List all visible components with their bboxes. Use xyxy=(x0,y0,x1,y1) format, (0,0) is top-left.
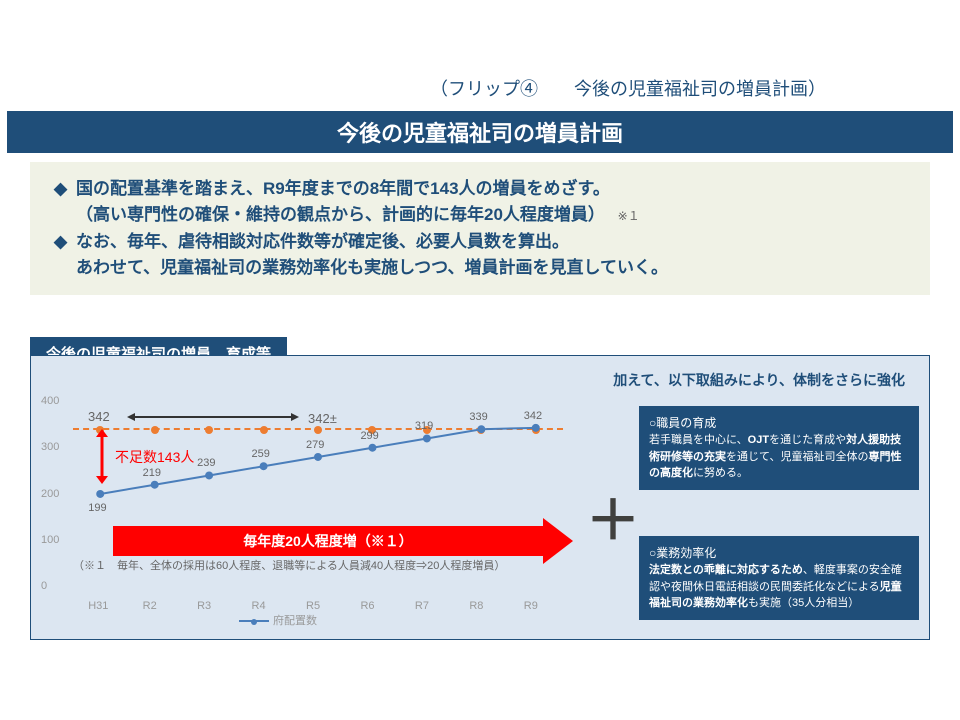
red-arrow: 毎年度20人程度増（※１） xyxy=(113,526,573,556)
y-tick-label: 300 xyxy=(41,441,59,453)
value-label: 342 xyxy=(524,410,542,422)
value-label: 219 xyxy=(143,467,161,479)
summary-line-1: 国の配置基準を踏まえ、R9年度までの8年間で143人の増員をめざす。 xyxy=(76,179,610,198)
value-label: 259 xyxy=(252,448,270,460)
summary-box: 国の配置基準を踏まえ、R9年度までの8年間で143人の増員をめざす。 （高い専門… xyxy=(30,162,930,295)
plus-icon: ＋ xyxy=(586,476,640,555)
value-label: 319 xyxy=(415,420,433,432)
chart-area: 0100200300400 H31R2R3R4R5R6R7R8R9 342 34… xyxy=(39,401,579,631)
plot: 342 342± 199219239259279299319339342 不足数… xyxy=(73,401,563,586)
y-tick-label: 400 xyxy=(41,395,59,407)
x-tick-label: R6 xyxy=(360,600,374,612)
panel-subtitle: 加えて、以下取組みにより、体制をさらに強化 xyxy=(613,370,905,390)
red-arrow-head xyxy=(543,518,573,564)
x-tick-label: H31 xyxy=(88,600,108,612)
side-box-2-header: ○業務効率化 xyxy=(649,544,909,562)
x-tick-label: R9 xyxy=(524,600,538,612)
side-box-efficiency: ○業務効率化 法定数との乖離に対応するため、軽度事案の安全確認や夜間休日電話相談… xyxy=(639,536,919,620)
x-tick-label: R2 xyxy=(143,600,157,612)
side-box-1-body: 若手職員を中心に、OJTを通じた育成や対人援助技術研修等の充実を通じて、児童福祉… xyxy=(649,432,909,482)
shortage-arrow xyxy=(93,429,111,484)
y-tick-label: 200 xyxy=(41,488,59,500)
x-tick-label: R5 xyxy=(306,600,320,612)
x-tick-label: R7 xyxy=(415,600,429,612)
summary-item-2: なお、毎年、虐待相談対応件数等が確定後、必要人員数を算出。 あわせて、児童福祉司… xyxy=(50,229,910,282)
red-arrow-label: 毎年度20人程度増（※１） xyxy=(113,526,543,556)
summary-note1: ※１ xyxy=(618,209,640,223)
value-label: 279 xyxy=(306,439,324,451)
value-label: 239 xyxy=(197,457,215,469)
x-tick-label: R8 xyxy=(469,600,483,612)
y-tick-label: 0 xyxy=(41,580,47,592)
shortage-label: 不足数143人 xyxy=(115,447,194,467)
summary-item-1: 国の配置基準を踏まえ、R9年度までの8年間で143人の増員をめざす。 （高い専門… xyxy=(50,176,910,229)
side-box-training: ○職員の育成 若手職員を中心に、OJTを通じた育成や対人援助技術研修等の充実を通… xyxy=(639,406,919,490)
summary-line-2: （高い専門性の確保・維持の観点から、計画的に毎年20人程度増員） xyxy=(76,205,605,224)
x-tick-label: R4 xyxy=(252,600,266,612)
x-tick-label: R3 xyxy=(197,600,211,612)
side-box-2-body: 法定数との乖離に対応するため、軽度事案の安全確認や夜間休日電話相談の民間委託化な… xyxy=(649,562,909,612)
summary-line-3: なお、毎年、虐待相談対応件数等が確定後、必要人員数を算出。 xyxy=(76,232,569,251)
flip-label: （フリップ④ 今後の児童福祉司の増員計画） xyxy=(430,75,826,101)
side-box-1-header: ○職員の育成 xyxy=(649,414,909,432)
chart-panel: 加えて、以下取組みにより、体制をさらに強化 0 100 200 300 400 H31 R… xyxy=(30,355,930,640)
y-tick-label: 100 xyxy=(41,534,59,546)
title-bar: 今後の児童福祉司の増員計画 xyxy=(7,111,953,153)
legend-label: 府配置数 xyxy=(273,615,317,627)
chart-footnote: （※１ 毎年、全体の採用は60人程度、退職等による人員減40人程度⇒20人程度増… xyxy=(73,557,505,573)
chart-legend: 府配置数 xyxy=(239,612,317,628)
value-label: 339 xyxy=(469,411,487,423)
value-label: 299 xyxy=(360,430,378,442)
value-label: 199 xyxy=(88,502,106,514)
summary-line-4: あわせて、児童福祉司の業務効率化も実施しつつ、増員計画を見直していく。 xyxy=(76,258,668,277)
